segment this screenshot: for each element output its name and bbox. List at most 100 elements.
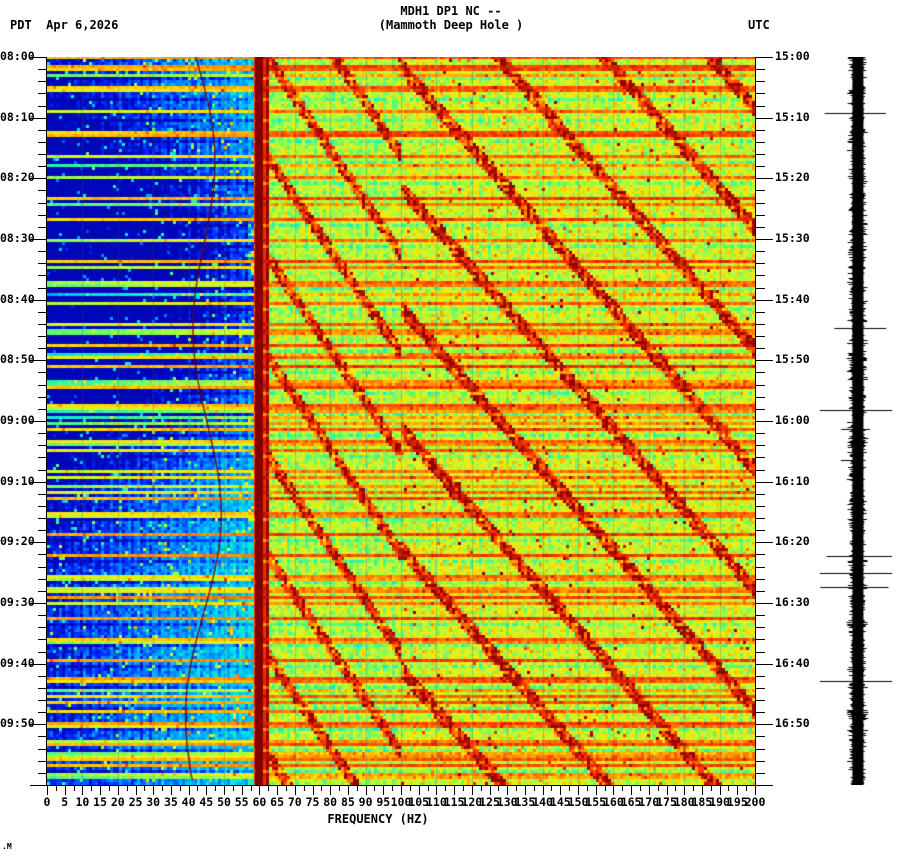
- left-time-label: 09:30: [0, 595, 35, 609]
- left-time-label: 08:50: [0, 352, 35, 366]
- frequency-tick-label: 135: [514, 795, 536, 809]
- right-time-label: 15:20: [775, 170, 810, 184]
- frequency-axis-tick: [525, 786, 526, 795]
- right-axis-tick: [756, 530, 765, 531]
- right-axis-tick: [756, 130, 765, 131]
- frequency-axis-tick: [693, 786, 694, 791]
- frequency-axis-tick: [100, 786, 101, 795]
- right-axis-tick: [756, 336, 765, 337]
- frequency-tick-label: 80: [323, 795, 338, 809]
- left-axis-tick: [30, 178, 47, 179]
- frequency-axis-tick: [348, 786, 349, 795]
- frequency-tick-label: 125: [479, 795, 500, 809]
- right-axis-tick: [756, 69, 765, 70]
- right-axis-tick: [756, 542, 773, 543]
- right-axis-tick: [756, 603, 773, 604]
- frequency-axis-tick: [481, 786, 482, 791]
- frequency-axis-tick: [490, 786, 491, 795]
- frequency-tick-label: 160: [603, 795, 624, 809]
- left-axis-tick: [30, 421, 47, 422]
- right-axis-tick: [756, 106, 765, 107]
- right-axis-tick: [756, 688, 765, 689]
- frequency-tick-label: 150: [567, 795, 589, 809]
- right-axis-tick: [756, 118, 773, 119]
- frequency-tick-label: 120: [461, 795, 483, 809]
- frequency-tick-label: 180: [673, 795, 695, 809]
- frequency-tick-label: 90: [358, 795, 373, 809]
- right-axis-tick: [756, 421, 773, 422]
- frequency-tick-label: 140: [532, 795, 553, 809]
- frequency-tick-label: 195: [726, 795, 748, 809]
- left-time-label: 09:00: [0, 413, 35, 427]
- frequency-axis-tick: [259, 786, 260, 795]
- frequency-axis-tick: [472, 786, 473, 795]
- frequency-axis-tick: [206, 786, 207, 795]
- frequency-tick-label: 40: [181, 795, 196, 809]
- left-axis-tick: [30, 57, 47, 58]
- right-axis-tick: [756, 166, 765, 167]
- frequency-axis-tick: [144, 786, 145, 791]
- frequency-axis-tick: [313, 786, 314, 795]
- right-axis-tick: [756, 57, 773, 58]
- frequency-axis-tick: [587, 786, 588, 791]
- frequency-tick-label: 85: [340, 795, 355, 809]
- frequency-tick-label: 110: [426, 795, 447, 809]
- left-axis-tick: [30, 724, 47, 725]
- right-axis-tick: [756, 615, 765, 616]
- left-time-label: 09:40: [0, 656, 35, 670]
- frequency-tick-label: 175: [656, 795, 677, 809]
- left-axis-tick: [30, 482, 47, 483]
- right-axis-tick: [756, 567, 765, 568]
- frequency-axis-tick: [534, 786, 535, 791]
- frequency-tick-label: 185: [691, 795, 713, 809]
- right-axis-tick: [756, 445, 765, 446]
- frequency-axis-tick: [136, 786, 137, 795]
- right-time-label: 16:10: [775, 474, 810, 488]
- left-axis-tick: [30, 360, 47, 361]
- right-axis-tick: [756, 251, 765, 252]
- frequency-axis-tick: [640, 786, 641, 791]
- frequency-axis-tick: [613, 786, 614, 795]
- frequency-tick-label: 65: [270, 795, 285, 809]
- frequency-tick-label: 10: [75, 795, 90, 809]
- frequency-axis-tick: [543, 786, 544, 795]
- frequency-axis-tick: [321, 786, 322, 791]
- frequency-axis-tick: [233, 786, 234, 791]
- spectrogram-image: [47, 57, 755, 785]
- frequency-tick-label: 105: [408, 795, 430, 809]
- left-axis-line: [46, 57, 47, 786]
- right-axis-tick: [756, 785, 773, 786]
- frequency-tick-label: 130: [496, 795, 518, 809]
- frequency-tick-label: 15: [93, 795, 108, 809]
- frequency-tick-label: 115: [443, 795, 465, 809]
- frequency-axis-tick: [436, 786, 437, 795]
- frequency-axis-tick: [445, 786, 446, 791]
- frequency-axis-tick: [410, 786, 411, 791]
- right-time-label: 15:40: [775, 292, 810, 306]
- right-axis-tick: [756, 312, 765, 313]
- spectrogram-plot[interactable]: [47, 57, 755, 785]
- right-axis-tick: [756, 203, 765, 204]
- left-axis-tick: [30, 785, 47, 786]
- frequency-axis-tick: [304, 786, 305, 791]
- left-time-label: 09:20: [0, 534, 35, 548]
- right-time-label: 15:30: [775, 231, 810, 245]
- right-axis-tick: [756, 348, 765, 349]
- right-axis-tick: [756, 154, 765, 155]
- right-axis-line: [755, 57, 756, 786]
- station-title-line1: MDH1 DP1 NC --: [400, 4, 502, 18]
- frequency-axis-tick: [392, 786, 393, 791]
- right-axis-tick: [756, 700, 765, 701]
- left-time-label: 09:10: [0, 474, 35, 488]
- frequency-axis-tick: [180, 786, 181, 791]
- right-axis-tick: [756, 664, 773, 665]
- frequency-axis-tick: [215, 786, 216, 791]
- frequency-axis-tick: [401, 786, 402, 795]
- frequency-axis-tick: [171, 786, 172, 795]
- right-time-label: 16:30: [775, 595, 810, 609]
- frequency-axis-tick: [153, 786, 154, 795]
- frequency-axis-tick: [419, 786, 420, 795]
- frequency-axis-tick: [82, 786, 83, 795]
- frequency-tick-label: 190: [709, 795, 730, 809]
- right-axis-tick: [756, 239, 773, 240]
